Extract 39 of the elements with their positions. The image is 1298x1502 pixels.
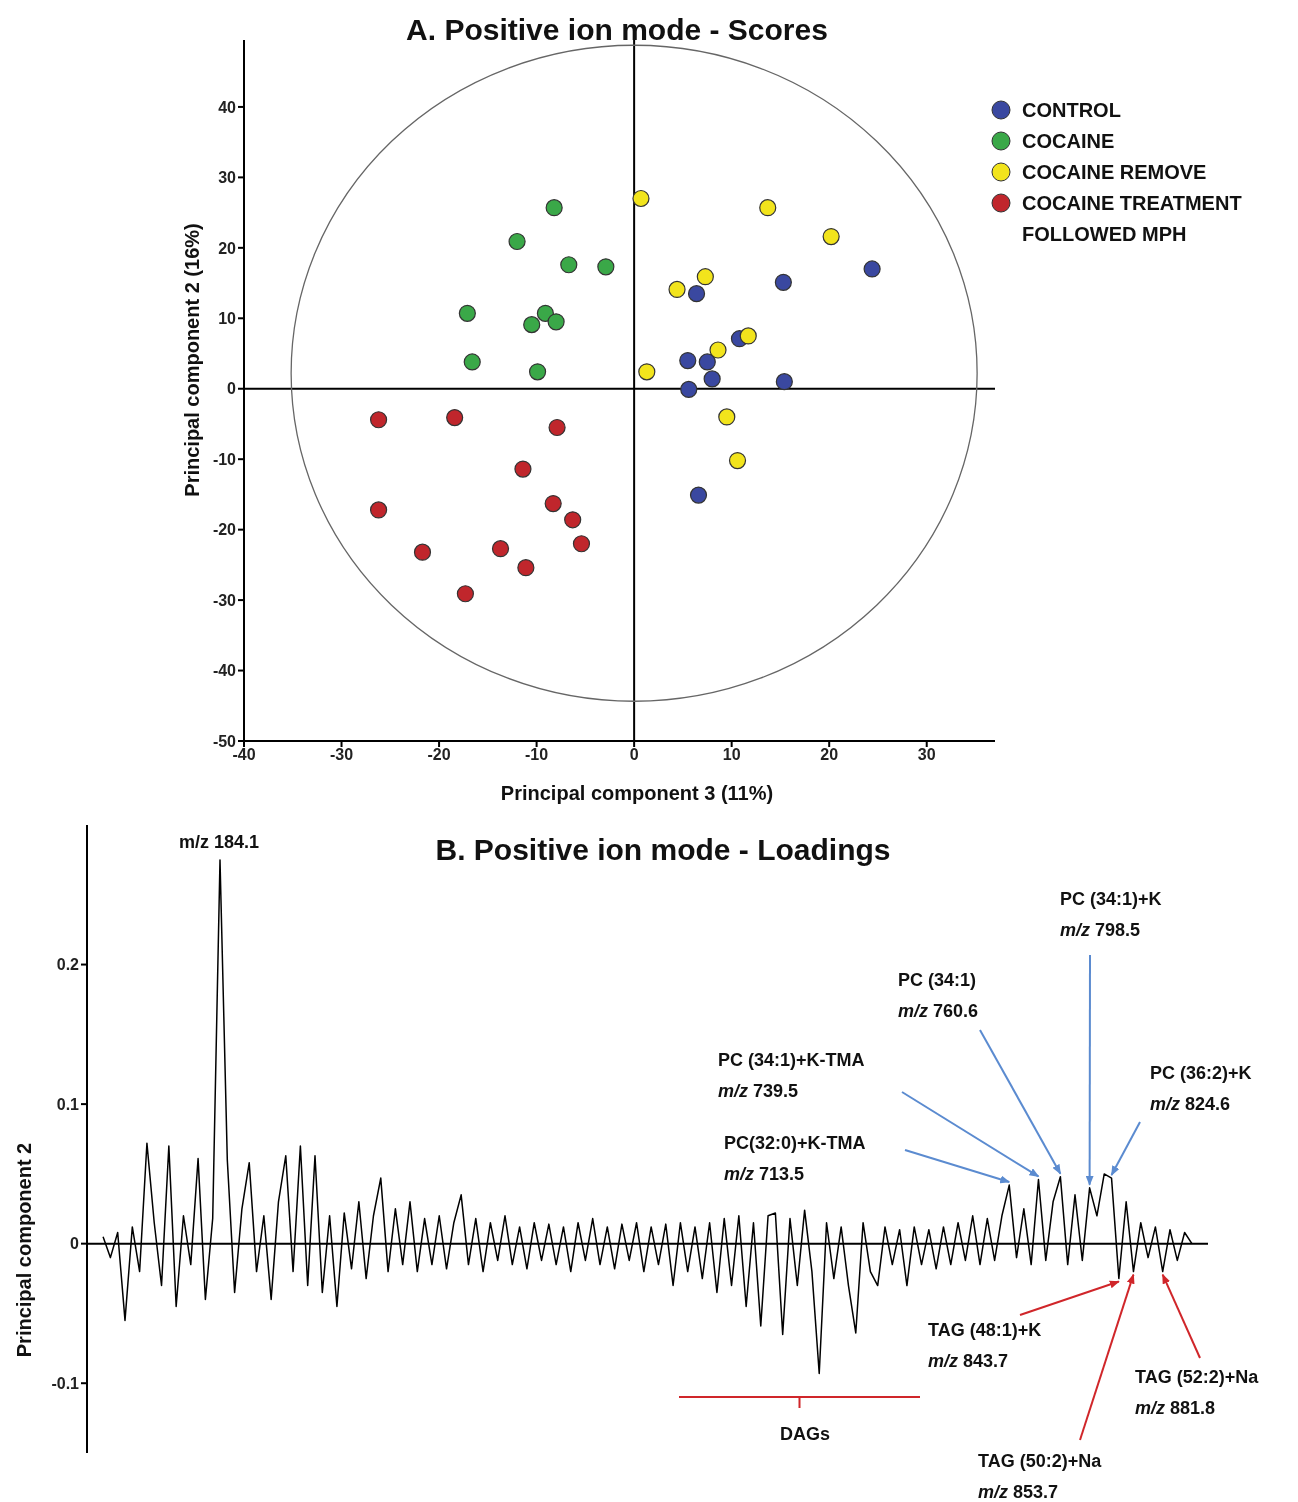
x-axis-title: Principal component 3 (11%) <box>500 781 774 805</box>
y-tick-label: -40 <box>212 662 237 680</box>
x-tick-label: -10 <box>525 746 549 764</box>
annotation: PC (34:1) m/z 760.6 <box>898 970 979 1021</box>
annotation: PC (34:1)+K-TMA m/z 739.5 <box>718 1050 865 1101</box>
y-tick-label: 10 <box>218 309 237 327</box>
annotation: m/z 184.1 <box>179 832 260 852</box>
x-tick-label: -30 <box>329 746 354 764</box>
y-tick-label: 0 <box>70 1235 80 1253</box>
y-tick-label: -20 <box>212 521 237 539</box>
x-tick-label: 0 <box>629 746 639 764</box>
y-axis-title: Principal component 2 (16%) <box>180 223 204 497</box>
y-tick-label: -0.1 <box>51 1374 80 1392</box>
y-tick-label: 0 <box>227 380 237 398</box>
x-tick-label: -20 <box>427 746 451 764</box>
x-tick-label: 10 <box>722 746 741 764</box>
x-tick-label: 20 <box>820 746 839 764</box>
annotation: PC(32:0)+K-TMA m/z 713.5 <box>724 1133 866 1184</box>
legend-label: COCAINE <box>1022 129 1115 154</box>
y-tick-label: 0.1 <box>56 1095 80 1113</box>
y-axis-title: Principal component 2 <box>12 1142 36 1358</box>
chart-title: B. Positive ion mode - Loadings <box>435 833 891 867</box>
annotation: PC (36:2)+K m/z 824.6 <box>1150 1063 1252 1114</box>
y-tick-label: 30 <box>218 169 237 187</box>
annotation: TAG (52:2)+Na m/z 881.8 <box>1135 1367 1260 1418</box>
x-tick-label: 30 <box>917 746 936 764</box>
y-tick-label: -30 <box>212 591 237 609</box>
annotation: TAG (50:2)+Na m/z 853.7 <box>978 1451 1103 1502</box>
annotation: TAG (48:1)+K m/z 843.7 <box>928 1320 1042 1371</box>
chart-title: A. Positive ion mode - Scores <box>406 13 828 47</box>
y-tick-label: 40 <box>218 98 237 116</box>
annotation: DAGs <box>779 1424 831 1444</box>
annotation: PC (34:1)+K m/z 798.5 <box>1060 889 1162 940</box>
legend-label: COCAINE TREATMENT FOLLOWED MPH <box>1022 191 1243 247</box>
y-tick-label: 20 <box>218 239 237 257</box>
y-tick-label: -10 <box>212 450 237 468</box>
legend-label: CONTROL <box>1022 98 1121 123</box>
legend-label: COCAINE REMOVE <box>1022 160 1207 185</box>
y-tick-label: 0.2 <box>56 956 80 974</box>
